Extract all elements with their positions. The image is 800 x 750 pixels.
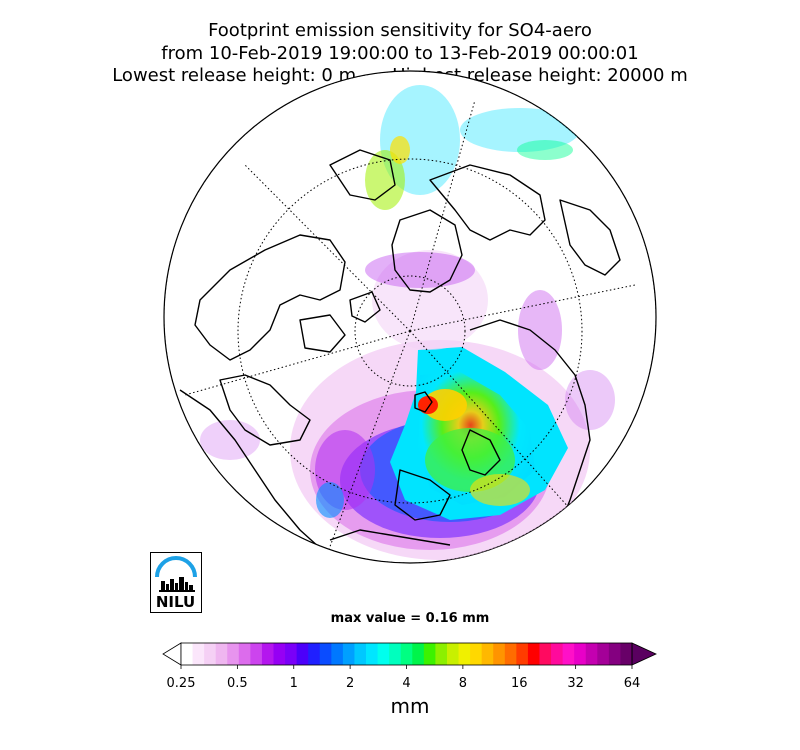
plot-title-line-1: Footprint emission sensitivity for SO4-a… <box>208 20 592 41</box>
colorbar-swatch <box>620 643 633 665</box>
colorbar-swatch <box>574 643 587 665</box>
colorbar-swatch <box>527 643 540 665</box>
max-value-label: max value = 0.16 mm <box>330 611 490 626</box>
colorbar-swatch <box>250 643 263 665</box>
colorbar-swatch <box>481 643 494 665</box>
colorbar-swatch <box>227 643 240 665</box>
colorbar-swatch <box>285 643 298 665</box>
colorbar-swatch <box>342 643 355 665</box>
nilu-skyline-logo-icon <box>155 556 197 592</box>
colorbar-swatch <box>562 643 575 665</box>
colorbar-swatch <box>551 643 564 665</box>
nilu-logo-text: NILU <box>155 593 196 611</box>
colorbar-swatch <box>192 643 205 665</box>
coastlines <box>179 149 621 549</box>
colorbar-swatch <box>412 643 425 665</box>
sensitivity-field <box>200 85 615 560</box>
colorbar-swatch <box>366 643 379 665</box>
colorbar-unit-label: mm <box>390 694 430 718</box>
colorbar-tick-label: 0.25 <box>166 676 196 691</box>
colorbar-swatch <box>308 643 321 665</box>
colorbar-tick-label: 2 <box>345 676 355 691</box>
colorbar-tick-label: 4 <box>402 676 411 691</box>
colorbar-tick-label: 0.5 <box>227 676 248 691</box>
colorbar-swatch <box>273 643 286 665</box>
colorbar-tick-label: 8 <box>458 676 468 691</box>
lowest-release-height: Lowest release height: 0 m <box>112 65 357 86</box>
colorbar-swatch <box>470 643 483 665</box>
colorbar-swatch <box>354 643 367 665</box>
colorbar-max-arrow <box>631 642 657 666</box>
colorbar-swatch <box>446 643 460 665</box>
colorbar-tick-label: 16 <box>510 676 528 691</box>
colorbar-tick-label: 1 <box>289 676 298 691</box>
colorbar-swatch <box>215 643 228 665</box>
colorbar-swatch <box>493 643 506 665</box>
colorbar-swatch <box>435 643 448 665</box>
colorbar-swatch <box>539 643 552 665</box>
colorbar-swatch <box>423 643 436 665</box>
colorbar-swatch <box>377 643 390 665</box>
colorbar-swatch <box>181 643 194 665</box>
colorbar-swatch <box>238 643 251 665</box>
colorbar-swatch <box>608 643 621 665</box>
colorbar-swatch <box>331 643 344 665</box>
colorbar-swatch <box>296 643 309 665</box>
colorbar-tick-label: 64 <box>623 676 641 691</box>
colorbar-swatch <box>585 643 598 665</box>
colorbar-swatch <box>204 643 217 665</box>
nilu-logo: NILU <box>150 552 202 613</box>
colorbar-swatch <box>389 643 402 665</box>
colorbar-tick-label: 32 <box>567 676 584 691</box>
plot-title-line-2: from 10-Feb-2019 19:00:00 to 13-Feb-2019… <box>161 43 639 64</box>
colorbar-swatch <box>516 643 529 665</box>
colorbar-swatch <box>504 643 517 665</box>
colorbar-swatch <box>458 643 471 665</box>
colorbar-swatch <box>319 643 332 665</box>
graticule <box>164 71 656 563</box>
colorbar-min-arrow <box>162 642 182 666</box>
colorbar-swatch <box>400 643 413 665</box>
colorbar-swatch <box>597 643 610 665</box>
colorbar-swatch <box>261 643 275 665</box>
